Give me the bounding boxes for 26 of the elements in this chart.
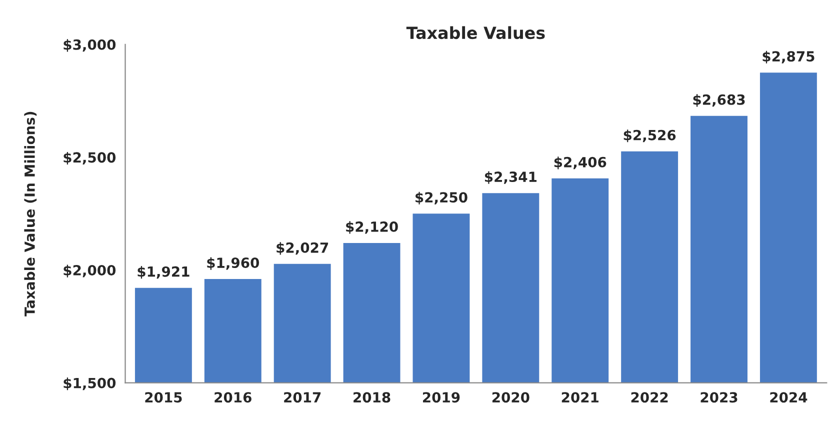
data-label: $1,921 [138, 266, 190, 279]
x-tick-label: 2019 [423, 392, 460, 403]
x-tick-label: 2015 [145, 392, 182, 403]
x-tick-label: 2023 [700, 392, 738, 403]
x-tick-label: 2016 [214, 392, 252, 403]
data-label: $2,406 [554, 156, 606, 170]
x-tick-label: 2021 [562, 392, 598, 403]
y-tick-label: $3,000 [64, 39, 116, 52]
x-tick-label: 2024 [770, 392, 808, 403]
data-label: $2,875 [762, 50, 814, 64]
data-label: $1,960 [207, 257, 260, 270]
y-tick-label: $2,500 [64, 152, 116, 165]
y-tick-label: $1,500 [64, 378, 116, 390]
chart-title: Taxable Values [406, 26, 545, 40]
data-label: $2,683 [693, 94, 745, 107]
x-tick-label: 2017 [284, 392, 321, 403]
data-label: $2,027 [276, 242, 328, 255]
data-label: $2,526 [624, 130, 676, 142]
x-tick-label: 2020 [492, 392, 530, 403]
data-label: $2,341 [484, 171, 537, 184]
x-tick-label: 2022 [631, 392, 668, 403]
y-axis-title: Taxable Value (In Millions) [24, 112, 37, 316]
data-label: $2,120 [346, 221, 398, 234]
data-label: $2,250 [416, 192, 468, 204]
y-tick-label: $2,000 [64, 264, 116, 278]
x-tick-label: 2018 [354, 392, 390, 403]
